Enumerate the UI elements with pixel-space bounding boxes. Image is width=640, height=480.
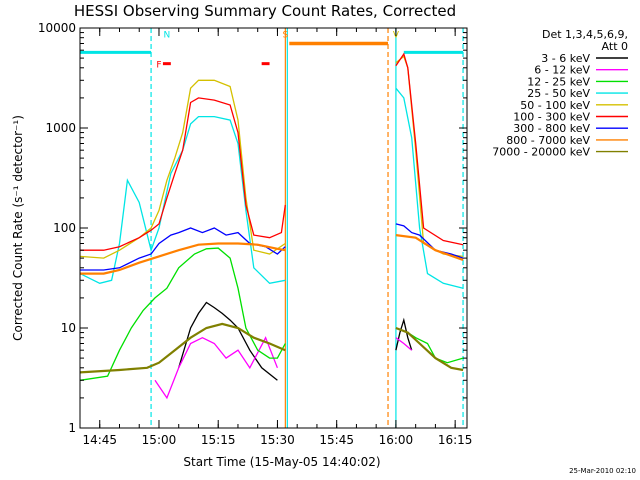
series-line-0-segment-0 <box>178 301 278 381</box>
series-line-3-segment-0 <box>79 115 286 285</box>
timestamp-label: 25-Mar-2010 02:10 <box>569 467 636 475</box>
legend-label-7: 800 - 7000 keV <box>506 134 590 147</box>
series-line-1-segment-1 <box>395 337 413 351</box>
y-axis-label: Corrected Count Rate (s⁻¹ detector⁻¹) <box>11 115 25 341</box>
flag-label-f: F <box>156 61 161 71</box>
series-line-5-segment-1 <box>395 52 464 246</box>
series-line-1-segment-0 <box>154 336 279 400</box>
y-tick-label-2: 100 <box>53 221 76 235</box>
legend-title-line-2: Att 0 <box>602 40 628 53</box>
x-tick-label-2: 15:15 <box>201 433 236 447</box>
series-line-5-segment-0 <box>80 97 286 251</box>
x-tick-label-5: 16:00 <box>379 433 414 447</box>
legend-label-2: 12 - 25 keV <box>527 75 590 88</box>
y-tick-label-1: 10 <box>61 321 76 335</box>
y-tick-label-0: 1 <box>68 421 76 435</box>
x-axis-label: Start Time (15-May-05 14:40:02) <box>183 455 380 469</box>
series-line-4-segment-1 <box>395 55 464 258</box>
series-line-7-segment-0 <box>80 242 286 275</box>
flag-label-n: N <box>164 31 171 41</box>
legend-title-line-1: Det 1,3,4,5,6,9, <box>542 28 628 41</box>
legend-label-1: 6 - 12 keV <box>534 64 590 77</box>
series-line-3-segment-1 <box>395 87 464 289</box>
legend-label-3: 25 - 50 keV <box>527 87 590 100</box>
x-tick-label-0: 14:45 <box>82 433 117 447</box>
legend-label-0: 3 - 6 keV <box>541 52 590 65</box>
x-tick-label-1: 15:00 <box>142 433 177 447</box>
legend-label-8: 7000 - 20000 keV <box>492 146 590 159</box>
x-tick-label-3: 15:30 <box>260 433 295 447</box>
legend-label-5: 100 - 300 keV <box>513 111 590 124</box>
series-line-8-segment-0 <box>79 322 286 374</box>
legend-label-6: 300 - 800 keV <box>513 122 590 135</box>
flag-label-s: S <box>282 31 288 41</box>
series-lines <box>79 52 464 400</box>
x-tick-label-6: 16:15 <box>438 433 473 447</box>
legend-label-4: 50 - 100 keV <box>520 99 590 112</box>
x-tick-label-4: 15:45 <box>319 433 354 447</box>
y-tick-label-3: 1000 <box>45 121 76 135</box>
chart-title: HESSI Observing Summary Count Rates, Cor… <box>74 2 456 20</box>
series-line-0-segment-1 <box>395 317 413 351</box>
series-line-6-segment-1 <box>395 223 464 259</box>
series-line-8-segment-1 <box>395 326 464 372</box>
series-line-2-segment-0 <box>79 247 286 381</box>
y-tick-label-4: 10000 <box>38 21 76 35</box>
axis-ticks: 14:45 15:00 15:15 15:30 15:45 16:00 16:15 1 10 10… <box>38 21 473 447</box>
series-line-7-segment-1 <box>395 234 464 261</box>
